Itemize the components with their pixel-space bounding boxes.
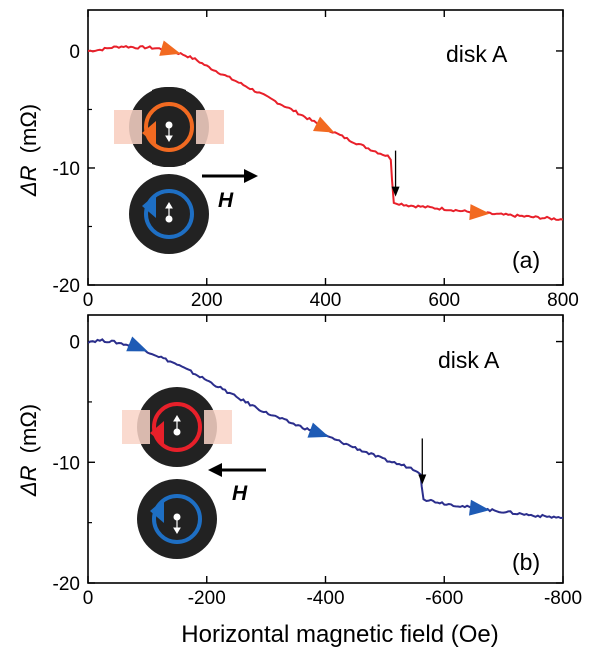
x-tick-label-b: 0	[83, 588, 94, 609]
disk-annotation-a: disk A	[446, 41, 508, 67]
event-arrow-a	[391, 150, 400, 197]
inset-disk-b-bottom	[137, 479, 217, 559]
x-tick-label-a: 600	[428, 290, 460, 311]
direction-marker-a	[313, 116, 335, 133]
y-tick-label-b: -10	[53, 453, 80, 474]
x-tick-label-a: 800	[547, 290, 579, 311]
event-arrow-head-b	[418, 474, 427, 485]
core-arrow-icon	[165, 202, 173, 223]
y-axis-label-a: ΔR (mΩ)	[16, 104, 41, 197]
field-arrow-a: H	[202, 169, 258, 212]
direction-marker-b	[126, 336, 148, 352]
y-tick-label-b: 0	[69, 333, 80, 354]
x-tick-label-b: -600	[425, 588, 463, 609]
inset-disk-a-bottom	[129, 174, 209, 254]
direction-marker-b	[469, 499, 490, 516]
x-tick-label-a: 0	[83, 290, 94, 311]
inset-disk-a-top	[114, 87, 224, 167]
y-label-unit-a: (mΩ)	[16, 104, 41, 153]
y-axis-label-b: ΔR (mΩ)	[16, 404, 41, 497]
ticks-b: 0 -200 -400 -600 -800 0 -10 -20	[53, 315, 582, 609]
y-tick-label-a: 0	[69, 42, 80, 63]
x-tick-label-b: -400	[306, 588, 344, 609]
y-tick-label-a: -20	[53, 276, 80, 297]
ticks-a: 0 200 400 600 800 0 -10 -20	[53, 10, 579, 311]
event-arrow-head-a	[391, 186, 400, 197]
y-tick-label-a: -10	[53, 159, 80, 180]
x-tick-label-b: -800	[544, 588, 582, 609]
field-label-b: H	[232, 482, 248, 505]
y-label-symbol-a: ΔR	[16, 165, 41, 197]
disk-annotation-b: disk A	[438, 347, 500, 373]
direction-marker-b	[307, 422, 330, 438]
inset-disk-b-top	[122, 387, 232, 467]
panel-label-a: (a)	[512, 247, 540, 273]
event-arrow-b	[418, 438, 427, 485]
x-tick-label-b: -200	[188, 588, 226, 609]
direction-markers-a	[159, 40, 490, 221]
x-axis-title: Horizontal magnetic field (Oe)	[181, 621, 498, 648]
x-tick-label-a: 200	[191, 290, 223, 311]
y-label-symbol-b: ΔR	[16, 465, 41, 497]
svg-text:ΔR (mΩ): ΔR (mΩ)	[16, 104, 41, 197]
core-arrow-icon	[165, 121, 173, 142]
field-arrow-b: H	[208, 463, 266, 505]
panel-label-b: (b)	[512, 549, 540, 575]
core-arrow-icon	[173, 415, 181, 436]
y-tick-label-b: -20	[53, 574, 80, 595]
x-tick-label-a: 400	[310, 290, 342, 311]
direction-marker-a	[159, 40, 181, 56]
panel-a: 0 200 400 600 800 0 -10 -20 ΔR (mΩ) disk A (a)	[16, 9, 579, 311]
direction-markers-b	[126, 336, 490, 516]
y-label-unit-b: (mΩ)	[16, 404, 41, 453]
core-arrow-icon	[173, 513, 181, 534]
svg-text:ΔR (mΩ): ΔR (mΩ)	[16, 404, 41, 497]
direction-marker-a	[469, 204, 490, 221]
field-label-a: H	[218, 189, 234, 212]
